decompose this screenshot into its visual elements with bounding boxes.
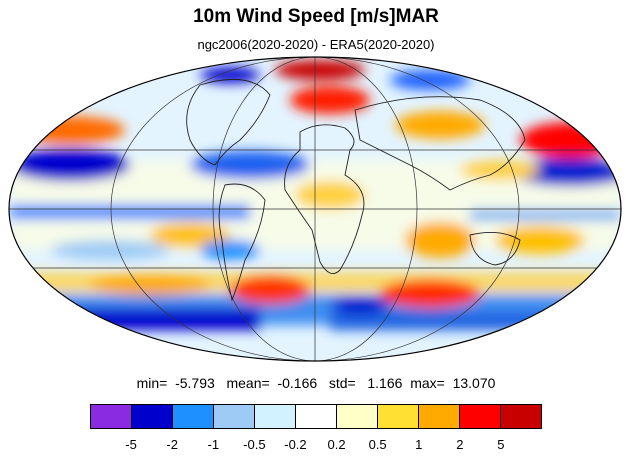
colorbar-box <box>296 405 337 428</box>
colorbar-box <box>173 405 214 428</box>
world-map <box>8 56 622 362</box>
colorbar-tick-label: 0.2 <box>327 437 346 452</box>
colorbar-tick-label: -0.5 <box>243 437 266 452</box>
colorbar-box <box>378 405 419 428</box>
colorbar-tick-label: -1 <box>207 437 220 452</box>
graticule <box>9 57 621 361</box>
coastlines <box>186 78 526 302</box>
stat-mean-value: -0.166 <box>277 375 318 391</box>
colorbar-tick-label: 0.5 <box>368 437 387 452</box>
colorbar-box <box>255 405 296 428</box>
colorbar-tick-label: 5 <box>497 437 505 452</box>
colorbar-ticks: -5 -2 -1 -0.5 -0.2 0.2 0.5 1 2 5 <box>0 437 632 453</box>
map-subtitle: ngc2006(2020-2020) - ERA5(2020-2020) <box>197 37 435 52</box>
stat-std-label: std= <box>328 375 356 391</box>
colorbar-box <box>501 405 541 428</box>
stat-max-label: max= <box>410 375 445 391</box>
colorbar-tick-label: 1 <box>415 437 423 452</box>
colorbar-box <box>419 405 460 428</box>
stat-min-value: -5.793 <box>175 375 215 391</box>
colorbar-box <box>460 405 501 428</box>
stat-max-value: 13.070 <box>452 375 496 391</box>
colorbar-box <box>214 405 255 428</box>
statistics-line: min= -5.793 mean= -0.166 std= 1.166 max=… <box>0 375 632 391</box>
colorbar-tick-label: 2 <box>456 437 464 452</box>
colorbar-box <box>91 405 132 428</box>
map-border <box>8 56 622 362</box>
stat-std-value: 1.166 <box>367 375 403 391</box>
colorbar-tick-label: -5 <box>125 437 137 452</box>
colorbar-box <box>337 405 378 428</box>
stat-min-label: min= <box>136 375 168 391</box>
colorbar <box>90 404 542 429</box>
colorbar-tick-label: -2 <box>166 437 178 452</box>
map-title: 10m Wind Speed [m/s]MAR <box>193 6 439 27</box>
colorbar-box <box>132 405 173 428</box>
stat-mean-label: mean= <box>226 375 270 391</box>
colorbar-tick-label: -0.2 <box>284 437 307 452</box>
wind-difference-field <box>9 57 621 361</box>
